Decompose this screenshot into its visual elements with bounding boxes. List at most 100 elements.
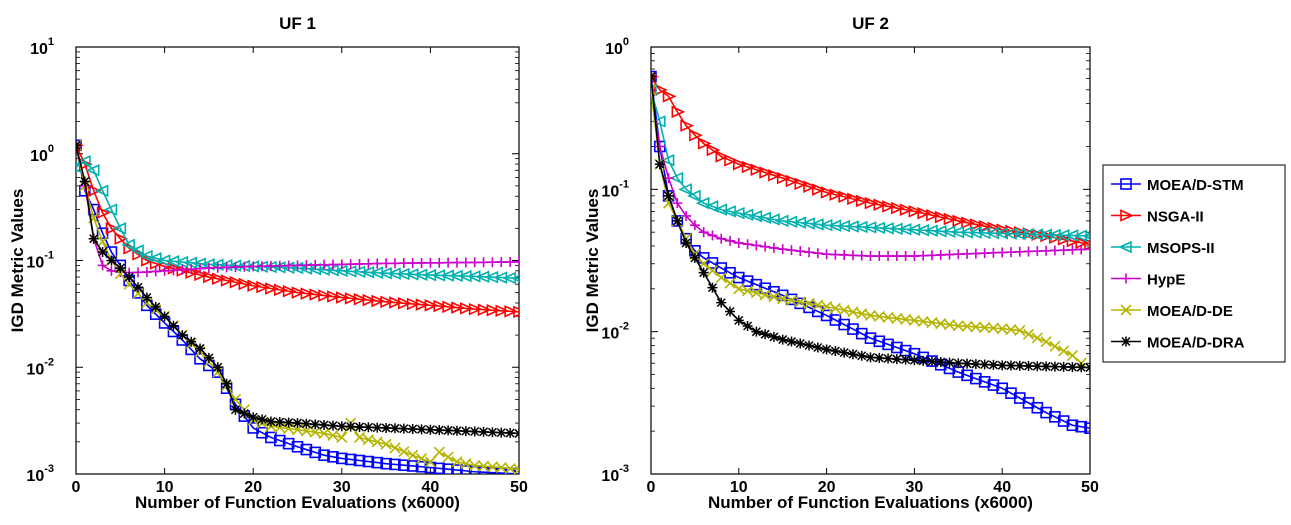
y-tick-base: 10 — [26, 255, 44, 272]
data-point-NSGA-II — [451, 301, 465, 314]
y-tick-label: 10-2 — [601, 321, 629, 343]
data-point-HypE — [407, 258, 418, 269]
data-point-MOEA/D-DRA — [681, 237, 692, 248]
data-point-NSGA-II — [838, 190, 853, 203]
data-point-MOEA/D-DRA — [257, 414, 268, 425]
data-point-MOEA/D-DE — [504, 462, 516, 474]
legend-marker — [1120, 209, 1134, 222]
data-point-MSOPS-II — [695, 196, 710, 210]
data-point-MOEA/D-STM — [335, 452, 348, 465]
data-point-HypE — [786, 245, 797, 256]
data-point-HypE — [398, 258, 409, 269]
data-point-HypE — [891, 251, 902, 262]
y-tick-exponent: -1 — [44, 250, 54, 262]
data-point-NSGA-II — [273, 283, 288, 297]
data-point-MOEA/D-DRA — [953, 358, 964, 369]
data-point-MOEA/D-DRA — [926, 356, 937, 367]
data-point-NSGA-II — [803, 180, 817, 193]
data-point-NSGA-II — [300, 287, 315, 300]
data-point-MOEA/D-DRA — [725, 306, 736, 317]
data-point-MOEA/D-DE — [274, 421, 286, 433]
data-point-MOEA/D-DE — [1049, 340, 1061, 352]
data-point-NSGA-II — [1084, 238, 1090, 251]
data-point-HypE — [168, 265, 179, 276]
data-point-HypE — [1032, 246, 1043, 257]
data-point-MOEA/D-DRA — [1014, 360, 1025, 371]
data-point-NSGA-II — [864, 196, 879, 210]
data-point-NSGA-II — [934, 210, 949, 224]
data-point-NSGA-II — [229, 276, 244, 289]
x-tick-label: 30 — [906, 479, 924, 496]
data-point-MOEA/D-STM — [433, 462, 446, 474]
data-point-NSGA-II — [486, 304, 501, 317]
data-point-MOEA/D-DRA — [425, 424, 436, 435]
x-tick-label: 20 — [818, 479, 836, 496]
data-point-NSGA-II — [794, 177, 809, 191]
data-point-MOEA/D-STM — [380, 457, 392, 470]
data-point-HypE — [1058, 245, 1069, 256]
data-point-MOEA/D-DE — [451, 456, 463, 468]
data-point-MOEA/D-STM — [750, 278, 763, 291]
y-tick-base: 10 — [30, 148, 48, 165]
data-point-NSGA-II — [220, 274, 235, 287]
data-point-MOEA/D-DE — [856, 308, 868, 320]
data-point-MOEA/D-DE — [97, 236, 109, 248]
data-point-MOEA/D-DRA — [1085, 362, 1090, 373]
x-tick-label: 40 — [993, 479, 1011, 496]
data-point-MOEA/D-DRA — [795, 338, 806, 349]
data-point-HypE — [505, 257, 516, 268]
data-point-MOEA/D-DRA — [336, 421, 347, 432]
data-point-MOEA/D-DE — [829, 302, 841, 314]
data-point-NSGA-II — [247, 279, 262, 292]
data-point-NSGA-II — [899, 203, 914, 216]
data-point-HypE — [777, 244, 788, 255]
data-point-HypE — [389, 258, 400, 269]
y-tick-base: 10 — [26, 468, 44, 485]
legend-box — [1102, 164, 1286, 363]
data-point-MOEA/D-DRA — [186, 336, 197, 347]
data-point-MSOPS-II — [76, 155, 91, 168]
data-point-HypE — [830, 249, 841, 260]
y-tick-label: 100 — [30, 143, 54, 165]
data-point-HypE — [856, 250, 867, 261]
data-point-NSGA-II — [961, 216, 976, 229]
data-point-MOEA/D-DE — [389, 442, 401, 454]
data-point-MOEA/D-STM — [882, 338, 894, 351]
data-point-MOEA/D-DE — [838, 304, 850, 316]
data-point-NSGA-II — [847, 192, 861, 206]
data-point-MOEA/D-STM — [282, 437, 295, 450]
data-point-MOEA/D-DRA — [1076, 362, 1087, 373]
data-point-MOEA/D-STM — [327, 451, 339, 463]
data-point-MOEA/D-DRA — [804, 340, 815, 351]
data-point-MOEA/D-DRA — [962, 358, 973, 369]
data-point-HypE — [469, 257, 480, 268]
data-point-HypE — [106, 265, 117, 276]
data-point-MOEA/D-DE — [996, 323, 1008, 335]
data-point-MOEA/D-DRA — [381, 422, 392, 433]
data-point-MOEA/D-STM — [353, 454, 366, 467]
data-point-MOEA/D-DRA — [248, 412, 259, 423]
y-tick-label: 101 — [30, 36, 54, 58]
data-point-HypE — [195, 263, 206, 274]
data-point-HypE — [751, 240, 762, 251]
data-point-NSGA-II — [415, 298, 430, 311]
data-point-MSOPS-II — [94, 184, 109, 198]
data-point-HypE — [460, 257, 471, 268]
data-point-MOEA/D-DRA — [115, 263, 126, 274]
data-point-HypE — [354, 258, 365, 269]
y-tick-exponent: -3 — [44, 463, 54, 475]
data-point-NSGA-II — [114, 232, 129, 245]
data-point-MOEA/D-STM — [961, 369, 973, 382]
data-point-MOEA/D-DRA — [830, 346, 841, 357]
x-axis-label: Number of Function Evaluations (x6000) — [135, 493, 460, 512]
data-point-NSGA-II — [812, 183, 826, 196]
data-point-MOEA/D-DRA — [345, 421, 356, 432]
data-point-MOEA/D-DRA — [141, 292, 152, 303]
data-point-HypE — [812, 248, 823, 259]
data-point-HypE — [1067, 244, 1078, 255]
data-point-NSGA-II — [970, 218, 984, 231]
legend-label: NSGA-II — [1147, 209, 1204, 226]
y-tick-label: 100 — [605, 36, 629, 58]
data-point-HypE — [310, 259, 321, 270]
data-point-NSGA-II — [495, 304, 510, 318]
